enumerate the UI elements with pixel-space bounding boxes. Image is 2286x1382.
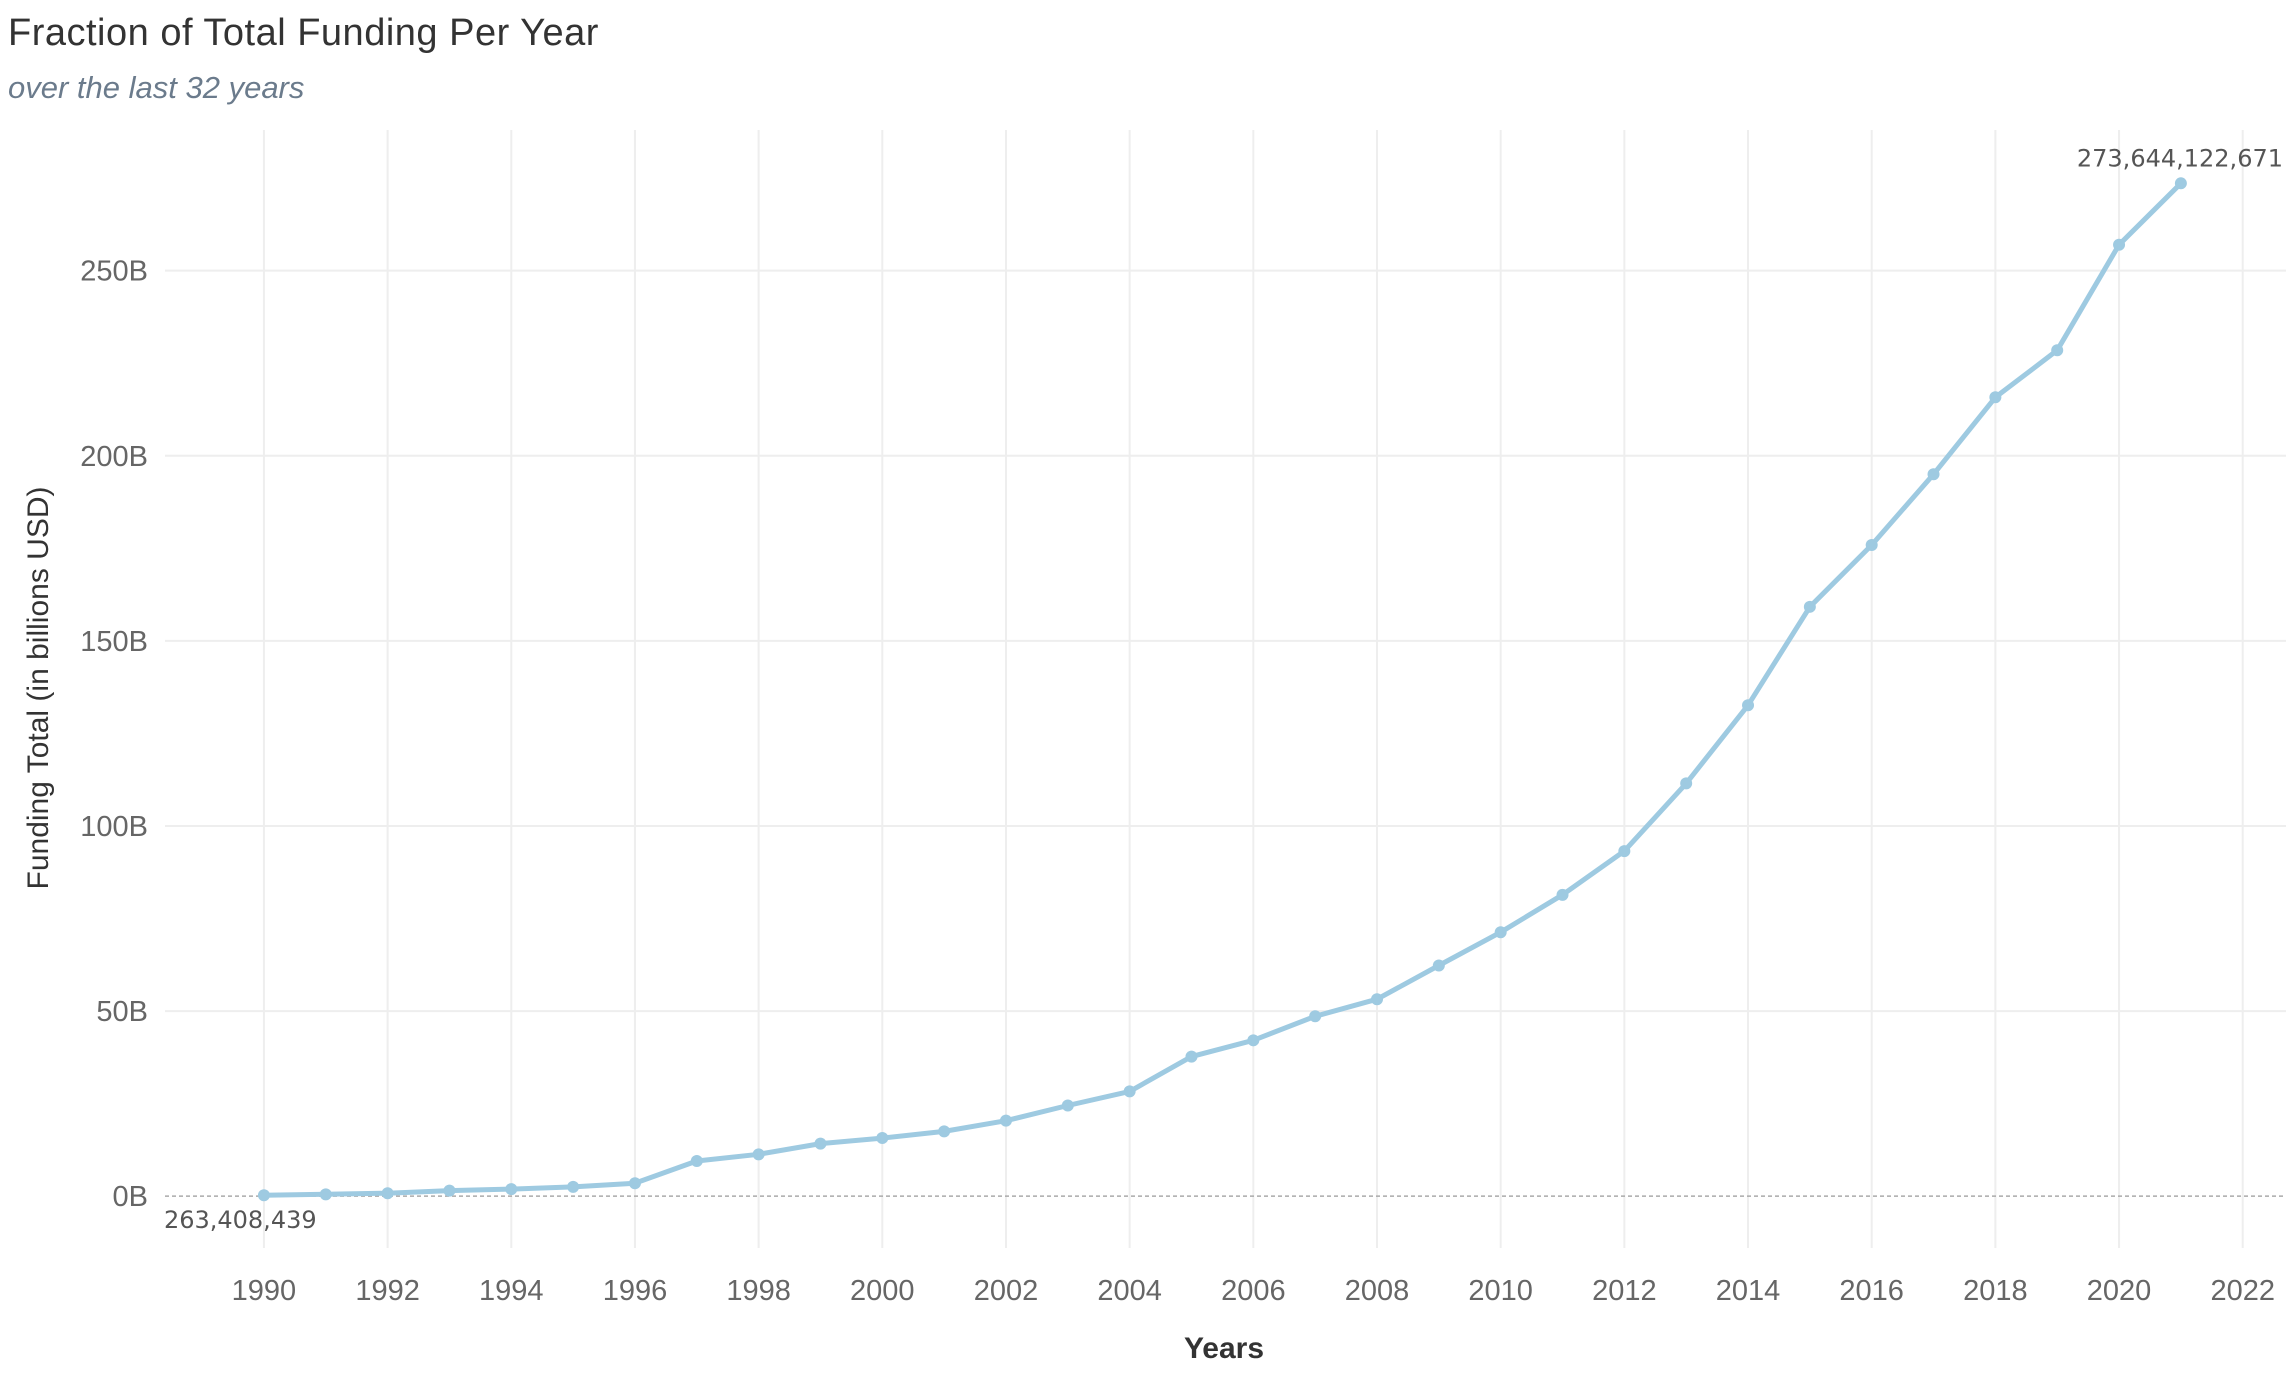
x-axis-title: Years xyxy=(1184,1332,1264,1365)
data-point xyxy=(1618,845,1631,858)
x-tick-label: 2022 xyxy=(2210,1275,2275,1307)
data-point xyxy=(876,1132,889,1145)
data-point xyxy=(1247,1034,1260,1047)
x-tick-label: 2000 xyxy=(850,1275,915,1307)
x-tick-label: 1994 xyxy=(479,1275,544,1307)
y-tick-label: 50B xyxy=(96,996,148,1028)
data-point xyxy=(1680,777,1693,790)
data-point xyxy=(2174,177,2187,190)
x-tick-label: 2006 xyxy=(1221,1275,1286,1307)
y-tick-label: 100B xyxy=(80,811,148,843)
data-point xyxy=(1185,1050,1198,1063)
data-point xyxy=(1556,888,1569,901)
series-line xyxy=(261,180,2184,1198)
x-tick-label: 2010 xyxy=(1468,1275,1533,1307)
x-tick-label: 2002 xyxy=(974,1275,1039,1307)
data-point xyxy=(257,1189,270,1202)
data-point xyxy=(381,1187,394,1200)
x-tick-label: 2008 xyxy=(1345,1275,1410,1307)
data-point xyxy=(1865,538,1878,551)
x-tick-label: 2014 xyxy=(1716,1275,1781,1307)
x-tick-label: 2016 xyxy=(1839,1275,1904,1307)
x-tick-label: 2004 xyxy=(1097,1275,1162,1307)
x-tick-label: 2012 xyxy=(1592,1275,1657,1307)
data-point xyxy=(1123,1085,1136,1098)
series-layer xyxy=(257,177,2187,1202)
data-point xyxy=(1432,959,1445,972)
data-point xyxy=(690,1155,703,1168)
x-tick-label: 1996 xyxy=(603,1275,668,1307)
data-point xyxy=(319,1188,332,1201)
data-point xyxy=(1061,1099,1074,1112)
y-tick-label: 0B xyxy=(113,1181,148,1213)
data-point xyxy=(443,1184,456,1197)
chart-title: Fraction of Total Funding Per Year xyxy=(8,12,599,54)
data-point xyxy=(1371,993,1383,1006)
y-tick-label: 250B xyxy=(80,256,148,288)
x-tick-label: 2018 xyxy=(1963,1275,2028,1307)
data-point xyxy=(1927,468,1940,481)
y-axis-title: Funding Total (in billions USD) xyxy=(22,487,55,890)
data-point xyxy=(1803,600,1816,613)
data-point xyxy=(1494,926,1507,939)
data-point xyxy=(1989,391,2002,404)
y-tick-label: 200B xyxy=(80,441,148,473)
data-point xyxy=(505,1183,518,1196)
data-point xyxy=(2051,344,2064,357)
data-point xyxy=(1742,699,1755,712)
data-point xyxy=(1309,1010,1322,1023)
data-point xyxy=(2113,238,2126,251)
y-tick-label: 150B xyxy=(80,626,148,658)
label-layer: 263,408,439 273,644,122,671 xyxy=(164,144,2283,1234)
data-point xyxy=(628,1177,641,1190)
data-label: 263,408,439 xyxy=(164,1206,317,1234)
data-point xyxy=(567,1180,580,1193)
data-point xyxy=(938,1125,951,1138)
x-tick-label: 1998 xyxy=(726,1275,791,1307)
grid-layer xyxy=(165,130,2286,1248)
x-tick-label: 2020 xyxy=(2087,1275,2152,1307)
x-tick-label: 1992 xyxy=(355,1275,420,1307)
axis-layer: 1990 1992 1994 1996 1998 2000 2002 2004 2006 2008… xyxy=(80,256,2275,1307)
data-point xyxy=(752,1148,765,1161)
data-point xyxy=(814,1137,827,1150)
chart-subtitle: over the last 32 years xyxy=(8,70,305,105)
x-tick-label: 1990 xyxy=(232,1275,297,1307)
data-point xyxy=(999,1114,1012,1127)
data-label: 273,644,122,671 xyxy=(2077,144,2283,172)
